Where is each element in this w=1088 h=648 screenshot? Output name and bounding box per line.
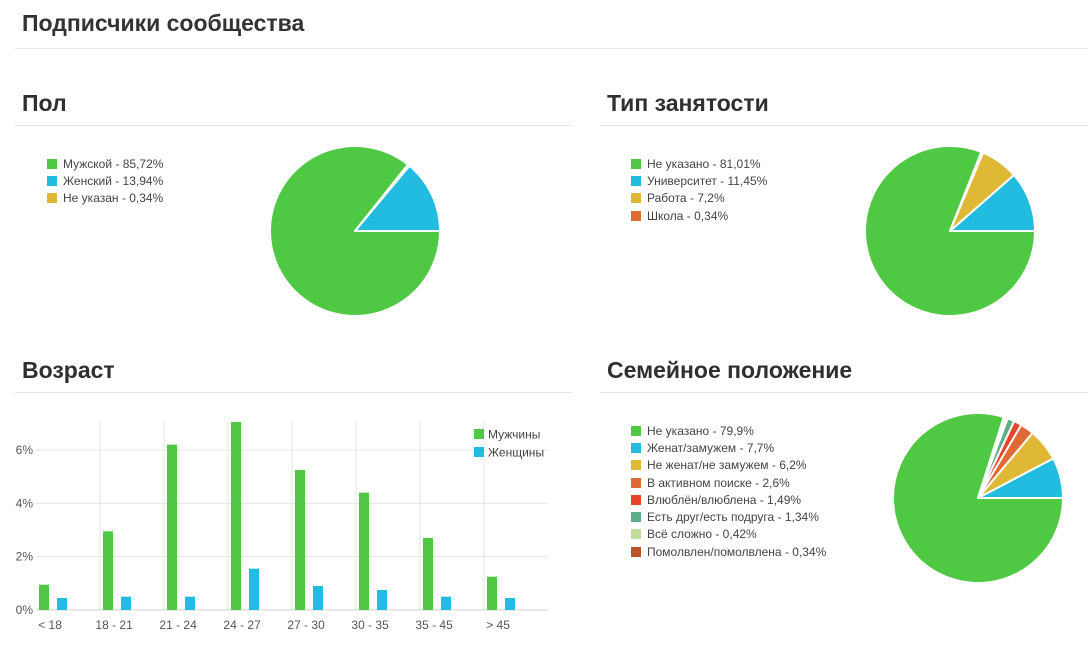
family-legend-item: В активном поиске - 2,6% (631, 474, 826, 491)
gender-pie-slice (354, 163, 411, 232)
age-bar-men (423, 538, 433, 610)
age-x-tick-label: 27 - 30 (287, 618, 325, 632)
employment-title: Тип занятости (607, 90, 769, 116)
family-legend-label: Влюблён/влюблена - 1,49% (647, 492, 802, 507)
employment-legend-swatch (631, 193, 641, 204)
gender-legend-swatch (47, 175, 57, 186)
family-legend-item: Есть друг/есть подруга - 1,34% (631, 508, 826, 525)
employment-legend-label: Школа - 0,34% (647, 208, 729, 223)
age-divider (15, 392, 572, 393)
employment-legend-item: Работа - 7,2% (631, 190, 767, 207)
family-legend-item: Не указано - 79,9% (631, 422, 826, 439)
age-y-tick-label: 6% (16, 443, 34, 457)
family-divider (600, 392, 1088, 393)
employment-legend-label: Работа - 7,2% (647, 191, 725, 206)
age-title: Возраст (22, 357, 115, 383)
age-x-tick-label: 30 - 35 (351, 618, 389, 632)
page-title: Подписчики сообщества (22, 10, 305, 36)
gender-legend-label: Не указан - 0,34% (63, 191, 164, 206)
gender-legend-swatch (47, 158, 57, 169)
family-legend-label: Есть друг/есть подруга - 1,34% (647, 510, 819, 525)
family-legend-swatch (631, 442, 641, 453)
age-bar-women (249, 568, 259, 610)
age-legend-swatch (474, 429, 484, 439)
age-bar-women (313, 586, 323, 610)
gender-legend: Мужской - 85,72% Женский - 13,94% Не указа… (47, 155, 163, 207)
age-x-tick-label: 24 - 27 (223, 618, 261, 632)
age-x-tick-label: > 45 (486, 618, 510, 632)
age-y-tick-label: 2% (16, 550, 34, 564)
family-legend-label: Не женат/не замужем - 6,2% (647, 458, 807, 473)
age-bar-men (487, 576, 497, 610)
family-legend-item: Влюблён/влюблена - 1,49% (631, 491, 826, 508)
family-legend-item: Не женат/не замужем - 6,2% (631, 457, 826, 474)
employment-legend-item: Университет - 11,45% (631, 172, 767, 189)
age-y-tick-label: 4% (16, 496, 34, 510)
employment-legend-swatch (631, 175, 641, 186)
family-legend-swatch (631, 546, 641, 557)
employment-legend-item: Школа - 0,34% (631, 207, 767, 224)
age-legend-swatch (474, 447, 484, 457)
employment-legend-swatch (631, 210, 641, 221)
family-legend-item: Помолвлен/помолвлена - 0,34% (631, 543, 826, 560)
gender-legend-item: Не указан - 0,34% (47, 190, 163, 207)
age-y-tick-label: 0% (16, 603, 34, 617)
age-bar-women (441, 596, 451, 610)
family-legend-item: Женат/замужем - 7,7% (631, 439, 826, 456)
employment-legend-swatch (631, 158, 641, 169)
gender-legend-label: Женский - 13,94% (63, 173, 164, 188)
age-bar-men (39, 584, 49, 610)
gender-legend-label: Мужской - 85,72% (63, 156, 164, 171)
age-bar-women (185, 596, 195, 610)
gender-title: Пол (22, 90, 67, 116)
employment-legend-label: Не указано - 81,01% (647, 156, 761, 171)
family-pie-slice (977, 416, 1007, 499)
age-x-tick-label: 35 - 45 (415, 618, 453, 632)
family-legend: Не указано - 79,9% Женат/замужем - 7,7% Не… (631, 422, 826, 560)
employment-pie-slice (949, 150, 985, 232)
page-title-divider (15, 48, 1088, 49)
age-bar-men (359, 492, 369, 610)
age-bar-women (121, 596, 131, 610)
family-pie-chart (892, 412, 1064, 584)
family-legend-label: Всё сложно - 0,42% (647, 527, 757, 542)
age-legend-label: Мужчины (488, 428, 540, 442)
employment-legend: Не указано - 81,01% Университет - 11,45% Р… (631, 155, 767, 224)
gender-pie-slice (354, 164, 441, 232)
gender-legend-swatch (47, 193, 57, 204)
age-x-tick-label: 18 - 21 (95, 618, 133, 632)
employment-legend-label: Университет - 11,45% (647, 173, 768, 188)
gender-divider (15, 125, 572, 126)
employment-divider (600, 125, 1088, 126)
family-legend-label: В активном поиске - 2,6% (647, 475, 790, 490)
family-legend-swatch (631, 425, 641, 436)
age-bar-men (167, 444, 177, 610)
family-legend-swatch (631, 529, 641, 540)
family-legend-label: Не указано - 79,9% (647, 423, 754, 438)
age-x-tick-label: 21 - 24 (159, 618, 197, 632)
age-bar-chart: 0% 2% 4% 6% < 18 18 - 21 21 - 24 24 - 27 27 - 30… (16, 422, 548, 632)
gender-legend-item: Мужской - 85,72% (47, 155, 163, 172)
family-legend-label: Помолвлен/помолвлена - 0,34% (647, 544, 827, 559)
age-bar-men (231, 422, 241, 610)
family-legend-swatch (631, 460, 641, 471)
age-bar-men (295, 470, 305, 610)
gender-legend-item: Женский - 13,94% (47, 172, 163, 189)
family-legend-label: Женат/замужем - 7,7% (647, 440, 775, 455)
employment-legend-item: Не указано - 81,01% (631, 155, 767, 172)
family-legend-swatch (631, 494, 641, 505)
family-legend-swatch (631, 512, 641, 523)
age-legend-label: Женщины (488, 446, 544, 460)
age-bar-women (505, 598, 515, 610)
age-bar-women (377, 590, 387, 610)
age-bar-men (103, 531, 113, 610)
family-title: Семейное положение (607, 357, 853, 383)
family-legend-item: Всё сложно - 0,42% (631, 526, 826, 543)
family-legend-swatch (631, 477, 641, 488)
age-bar-women (57, 598, 67, 610)
employment-pie-chart (864, 145, 1036, 317)
age-x-tick-label: < 18 (38, 618, 62, 632)
gender-pie-chart (269, 145, 441, 317)
